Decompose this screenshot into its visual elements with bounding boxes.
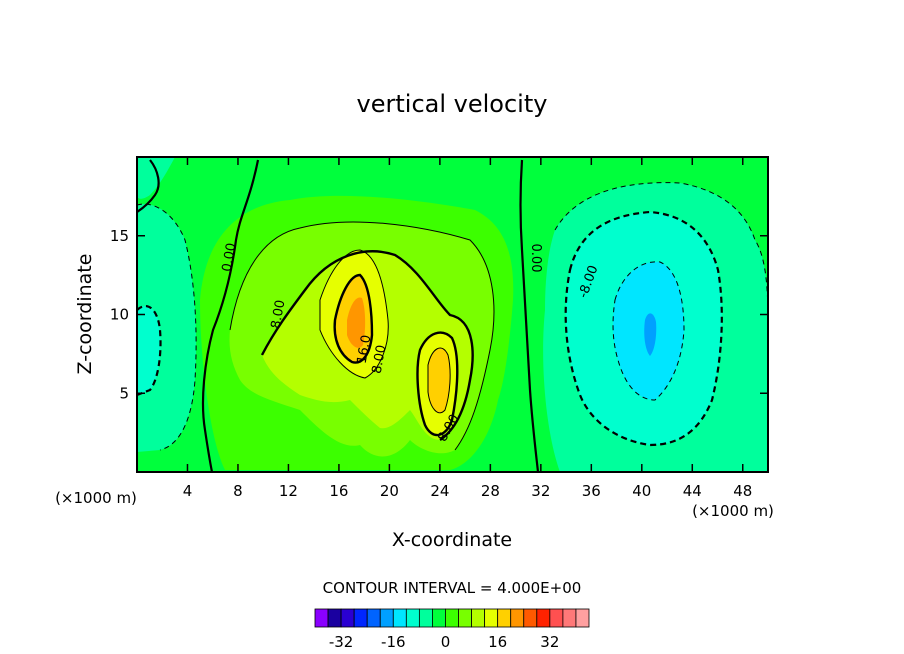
thin-contours bbox=[229, 221, 495, 451]
y-tick-label: 5 bbox=[119, 384, 129, 402]
colorbar-swatch bbox=[327, 608, 342, 628]
contour-line-4 bbox=[229, 221, 495, 451]
contour-region-topleft bbox=[137, 157, 175, 199]
contour-line-16-core-b bbox=[416, 331, 459, 437]
contour-line-12 bbox=[319, 249, 389, 379]
contour-region-left-neg8 bbox=[137, 306, 161, 395]
colorbar-swatch bbox=[405, 608, 420, 628]
contour-line-16-core bbox=[333, 273, 374, 364]
contour-region-left-neg4 bbox=[137, 204, 197, 452]
contour-region-neg16 bbox=[644, 313, 657, 356]
colorbar-tick-label: 0 bbox=[441, 633, 451, 651]
contour-line-8 bbox=[260, 250, 474, 441]
x-tick-label: 4 bbox=[183, 482, 193, 500]
contour-interval-text: CONTOUR INTERVAL = 4.000E+00 bbox=[323, 579, 582, 597]
x-tick-label: 40 bbox=[632, 482, 651, 500]
x-tick-label: 28 bbox=[481, 482, 500, 500]
x-tick-label: 44 bbox=[683, 482, 702, 500]
colorbar-tick-labels: -32 -16 0 16 32 bbox=[329, 633, 560, 651]
contour-line-neg4 bbox=[554, 182, 768, 331]
colorbar-swatch bbox=[445, 608, 459, 628]
colorbar-swatch bbox=[458, 608, 472, 628]
colorbar-swatch bbox=[432, 608, 446, 628]
contour-label: 8.00 bbox=[370, 344, 390, 375]
x-tick-label: 48 bbox=[733, 482, 752, 500]
colorbar-swatch bbox=[510, 608, 525, 628]
x-tick-label: 16 bbox=[329, 482, 348, 500]
colorbar-swatch bbox=[549, 608, 564, 628]
contour-region-16b bbox=[428, 347, 451, 413]
colorbar-swatch bbox=[314, 608, 329, 628]
colorbar-swatch bbox=[575, 608, 590, 628]
y-axis-label: Z-coordinate bbox=[74, 254, 96, 375]
x-tick-label: 8 bbox=[233, 482, 243, 500]
colorbar-swatch bbox=[536, 608, 551, 628]
contour-label: 0.00 bbox=[220, 242, 240, 273]
colorbar-tick-label: 32 bbox=[540, 633, 559, 651]
contour-line-neg12 bbox=[612, 261, 685, 401]
x-tick-label: 36 bbox=[582, 482, 601, 500]
colorbar-tick-label: -16 bbox=[381, 633, 406, 651]
colorbar-swatch bbox=[353, 608, 368, 628]
y-axis-ticks: 5 10 15 bbox=[110, 227, 768, 402]
contour-line-zero-3 bbox=[137, 159, 160, 213]
colorbar-swatch bbox=[366, 608, 381, 628]
colorbar-swatch bbox=[471, 608, 486, 628]
x-unit-left: (×1000 m) bbox=[55, 489, 137, 507]
colorbar-swatch bbox=[523, 608, 538, 628]
colorbar bbox=[314, 608, 590, 628]
contour-line-left-neg8 bbox=[137, 305, 162, 397]
x-unit-right: (×1000 m) bbox=[692, 502, 774, 520]
contour-region-20 bbox=[347, 297, 366, 348]
colorbar-swatch bbox=[418, 608, 433, 628]
x-axis-ticks: 4 8 12 16 20 24 28 32 36 40 44 48 bbox=[183, 157, 752, 500]
colorbar-swatch bbox=[484, 608, 499, 628]
colorbar-tick-label: 16 bbox=[488, 633, 507, 651]
negative-thin-contours bbox=[137, 182, 768, 451]
y-tick-label: 15 bbox=[110, 227, 129, 245]
contour-line-zero-2 bbox=[519, 159, 540, 472]
contour-line-16 bbox=[427, 347, 451, 414]
colorbar-swatch bbox=[379, 608, 394, 628]
bold-contours bbox=[260, 250, 474, 441]
x-tick-label: 24 bbox=[430, 482, 449, 500]
contour-label: 16.0 bbox=[355, 334, 375, 365]
contour-line-left-neg4 bbox=[137, 203, 197, 451]
x-tick-label: 12 bbox=[279, 482, 298, 500]
colorbar-swatch bbox=[340, 608, 355, 628]
contour-label: 8.00 bbox=[269, 299, 289, 330]
field-layer bbox=[137, 157, 768, 472]
colorbar-swatch bbox=[497, 608, 512, 628]
x-axis-label: X-coordinate bbox=[392, 529, 512, 551]
colorbar-swatch bbox=[562, 608, 577, 628]
chart-title: vertical velocity bbox=[357, 90, 548, 118]
colorbar-swatch bbox=[392, 608, 407, 628]
negative-contours bbox=[137, 210, 723, 447]
x-tick-label: 20 bbox=[380, 482, 399, 500]
contour-label: 0.00 bbox=[528, 244, 543, 273]
x-tick-label: 32 bbox=[531, 482, 550, 500]
contour-line-zero-1 bbox=[201, 159, 260, 472]
contour-line-neg8 bbox=[564, 210, 723, 447]
zero-contours bbox=[137, 159, 540, 472]
y-tick-label: 10 bbox=[110, 306, 129, 324]
colorbar-tick-label: -32 bbox=[329, 633, 354, 651]
